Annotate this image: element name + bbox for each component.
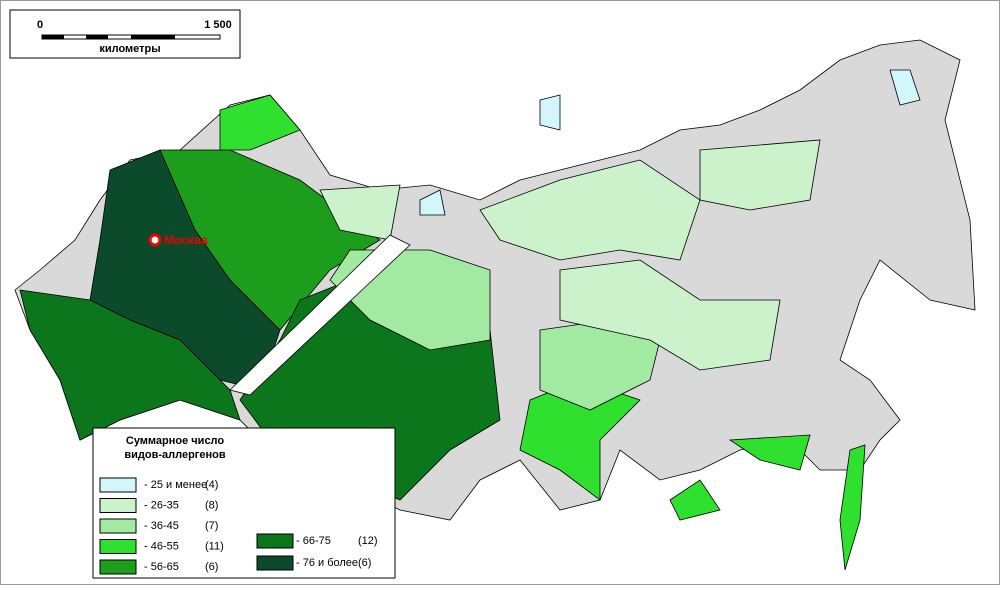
region <box>219 94 301 151</box>
gulf <box>229 234 411 396</box>
scale-bar <box>131 35 175 39</box>
region <box>889 69 921 106</box>
legend-swatch <box>99 498 137 513</box>
region <box>699 139 821 211</box>
legend-swatch <box>99 518 137 534</box>
region <box>479 159 701 261</box>
scale-box <box>9 9 241 59</box>
legend-count: (8) <box>205 499 218 511</box>
legend-swatch <box>99 477 137 493</box>
legend-count: (12) <box>358 535 378 547</box>
legend-count: (6) <box>205 561 218 573</box>
region <box>419 189 446 216</box>
scale-bar <box>42 35 64 39</box>
legend-label: - 25 и менее <box>144 479 207 491</box>
region <box>559 259 781 371</box>
legend: - 25 и менее(4) - 26-35 (8) - 36-45 (7) - 46-… <box>99 477 378 575</box>
city-label: Москва <box>164 233 208 247</box>
region <box>839 444 866 571</box>
region <box>19 289 241 441</box>
scale-unit: километры <box>99 43 160 55</box>
legend-swatch <box>99 559 137 575</box>
legend-title: Суммарное число <box>126 435 225 447</box>
legend-label: - 76 и более <box>296 557 358 569</box>
legend-count: (6) <box>358 557 371 569</box>
scale-start: 0 <box>37 19 43 31</box>
legend-label: - 26-35 <box>144 499 179 511</box>
legend-count: (4) <box>205 479 218 491</box>
legend-swatch <box>99 539 137 554</box>
legend-count: (7) <box>205 520 218 532</box>
scale-end: 1 500 <box>204 19 232 31</box>
city-marker <box>148 233 162 247</box>
legend-label: - 36-45 <box>144 520 179 532</box>
legend-label: - 66-75 <box>296 535 331 547</box>
legend-count: (11) <box>205 540 224 552</box>
legend-swatch <box>256 555 294 571</box>
legend-swatch <box>256 533 294 549</box>
region <box>539 94 561 131</box>
legend-box <box>92 427 396 579</box>
region <box>728 434 811 471</box>
legend-label: - 46-55 <box>144 540 179 552</box>
scale-bar <box>86 35 108 39</box>
region <box>669 479 721 521</box>
legend-label: - 56-65 <box>144 561 179 573</box>
region <box>159 149 381 331</box>
legend-title: видов-аллергенов <box>124 449 225 461</box>
